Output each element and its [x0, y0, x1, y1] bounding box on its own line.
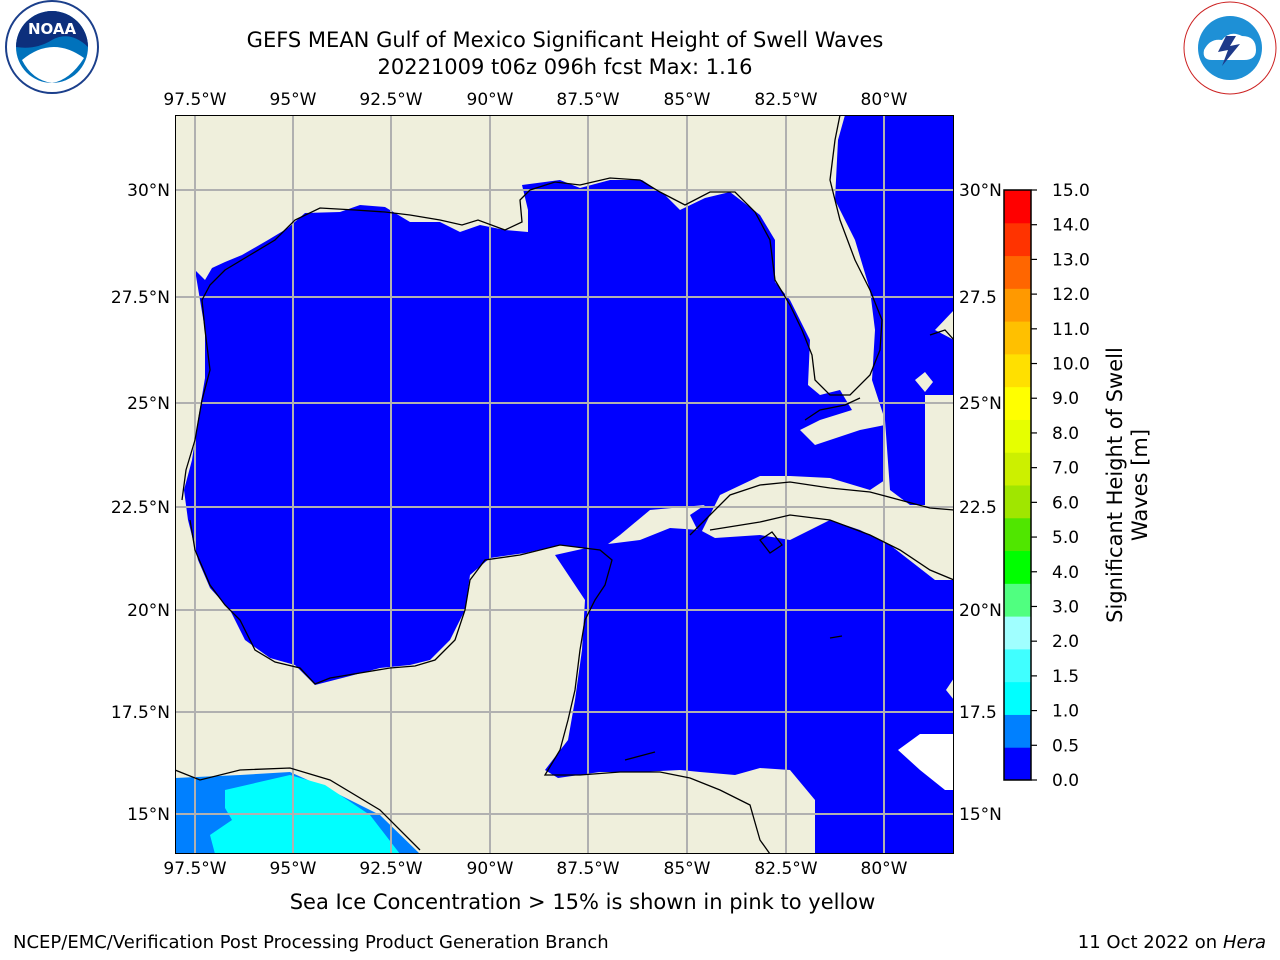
- colorbar-segment: [1004, 386, 1031, 420]
- map-area: [175, 115, 954, 854]
- lon-tick-top: 85°W: [664, 90, 711, 110]
- colorbar-segment: [1004, 714, 1031, 748]
- lat-tick-right: 20°N: [959, 601, 1002, 621]
- colorbar-segment: [1004, 550, 1031, 584]
- lon-tick-bottom: 95°W: [270, 859, 317, 879]
- colorbar-tick-label: 0.0: [1052, 771, 1079, 791]
- lat-tick-left: 20°N: [127, 601, 170, 621]
- lon-tick-top: 80°W: [861, 90, 908, 110]
- lat-tick-right: 30°N: [959, 181, 1002, 201]
- colorbar-label: Significant Height of Swell Waves [m]: [1103, 347, 1152, 623]
- lon-tick-top: 97.5°W: [163, 90, 226, 110]
- colorbar-segment: [1004, 353, 1031, 388]
- colorbar-segment: [1004, 452, 1031, 486]
- lon-tick-top: 92.5°W: [359, 90, 422, 110]
- lat-tick-left: 22.5°N: [111, 498, 170, 518]
- footer-date-text: 11 Oct 2022 on: [1077, 932, 1218, 953]
- colorbar-tick-label: 13.0: [1052, 250, 1090, 270]
- lat-tick-right: 27.5: [959, 288, 997, 308]
- gulf-water: [184, 180, 885, 685]
- colorbar-tick-label: 15.0: [1052, 181, 1090, 201]
- lon-tick-bottom: 92.5°W: [359, 859, 422, 879]
- colorbar: [1003, 189, 1032, 781]
- colorbar-segment: [1004, 222, 1031, 257]
- lat-ticks-left: 30°N 27.5°N 25°N 22.5°N 20°N 17.5°N 15°N: [111, 181, 170, 825]
- lon-ticks-bottom: 97.5°W 95°W 92.5°W 90°W 87.5°W 85°W 82.5…: [163, 859, 907, 879]
- lon-tick-top: 90°W: [467, 90, 514, 110]
- colorbar-segment: [1004, 255, 1031, 289]
- lat-tick-left: 25°N: [127, 394, 170, 414]
- lon-tick-bottom: 87.5°W: [556, 859, 619, 879]
- colorbar-tick-label: 8.0: [1052, 424, 1079, 444]
- lat-tick-left: 27.5°N: [111, 288, 170, 308]
- lon-tick-bottom: 85°W: [664, 859, 711, 879]
- colorbar-ticks: 0.0 0.5 1.0 1.5 2.0 3.0 4.0 5.0 6.0 7.0 8.0 9.0 10.0…: [1031, 181, 1090, 791]
- lat-ticks-right: 30°N 27.5 25°N 22.5 20°N 17.5 15°N: [959, 181, 1002, 825]
- chart-subtitle: 20221009 t06z 096h fcst Max: 1.16: [377, 55, 753, 79]
- colorbar-tick-label: 3.0: [1052, 597, 1079, 617]
- colorbar-segment: [1004, 485, 1031, 519]
- lat-tick-left: 15°N: [127, 805, 170, 825]
- footer-host: Hera: [1222, 932, 1266, 953]
- colorbar-tick-label: 0.5: [1052, 736, 1079, 756]
- colorbar-frame: [1003, 189, 1032, 781]
- lon-ticks-top: 97.5°W 95°W 92.5°W 90°W 87.5°W 85°W 82.5…: [163, 90, 907, 110]
- colorbar-segment: [1004, 190, 1031, 224]
- colorbar-tick-label: 9.0: [1052, 389, 1079, 409]
- colorbar-segment: [1004, 616, 1031, 650]
- colorbar-segment: [1004, 419, 1031, 453]
- colorbar-tick-label: 5.0: [1052, 528, 1079, 548]
- nws-logo: [1183, 1, 1277, 95]
- colorbar-tick-label: 2.0: [1052, 632, 1079, 652]
- caribbean-water: [545, 520, 954, 854]
- colorbar-tick-label: 14.0: [1052, 216, 1090, 236]
- footer-date: 11 Oct 2022 on Hera: [1078, 932, 1266, 953]
- colorbar-segment: [1004, 583, 1031, 617]
- colorbar-tick-label: 11.0: [1052, 320, 1090, 340]
- lat-tick-right: 15°N: [959, 805, 1002, 825]
- colorbar-tick-label: 12.0: [1052, 285, 1090, 305]
- lat-tick-left: 17.5°N: [111, 703, 170, 723]
- colorbar-segment: [1004, 517, 1031, 552]
- lon-tick-bottom: 82.5°W: [754, 859, 817, 879]
- footer-credit: NCEP/EMC/Verification Post Processing Pr…: [13, 932, 609, 953]
- colorbar-segment: [1004, 681, 1031, 715]
- lat-tick-right: 22.5: [959, 498, 997, 518]
- graticule: [175, 115, 954, 854]
- lat-tick-right: 17.5: [959, 703, 997, 723]
- lon-tick-top: 95°W: [270, 90, 317, 110]
- colorbar-segment: [1004, 288, 1031, 322]
- noaa-logo-text: NOAA: [28, 20, 77, 38]
- atlantic-water: [835, 115, 954, 505]
- caribbean-land-patch: [898, 734, 954, 790]
- lon-tick-top: 87.5°W: [556, 90, 619, 110]
- colorbar-tick-label: 1.5: [1052, 667, 1079, 687]
- coastlines: [175, 115, 954, 854]
- lat-tick-right: 25°N: [959, 394, 1002, 414]
- colorbar-tick-label: 6.0: [1052, 493, 1079, 513]
- colorbar-segment: [1004, 321, 1031, 355]
- colorbar-segment: [1004, 648, 1031, 683]
- lat-tick-left: 30°N: [127, 181, 170, 201]
- lon-tick-bottom: 90°W: [467, 859, 514, 879]
- colorbar-tick-label: 7.0: [1052, 459, 1079, 479]
- bahamas-land: [915, 372, 933, 392]
- colorbar-tick-label: 4.0: [1052, 563, 1079, 583]
- lon-tick-bottom: 80°W: [861, 859, 908, 879]
- colorbar-tick-label: 10.0: [1052, 355, 1090, 375]
- noaa-logo: NOAA: [5, 0, 99, 94]
- chart-title: GEFS MEAN Gulf of Mexico Significant Hei…: [246, 28, 884, 52]
- lon-tick-bottom: 97.5°W: [163, 859, 226, 879]
- lon-tick-top: 82.5°W: [754, 90, 817, 110]
- colorbar-tick-label: 1.0: [1052, 702, 1079, 722]
- colorbar-segment: [1004, 747, 1031, 781]
- sea-ice-note: Sea Ice Concentration > 15% is shown in …: [289, 890, 876, 914]
